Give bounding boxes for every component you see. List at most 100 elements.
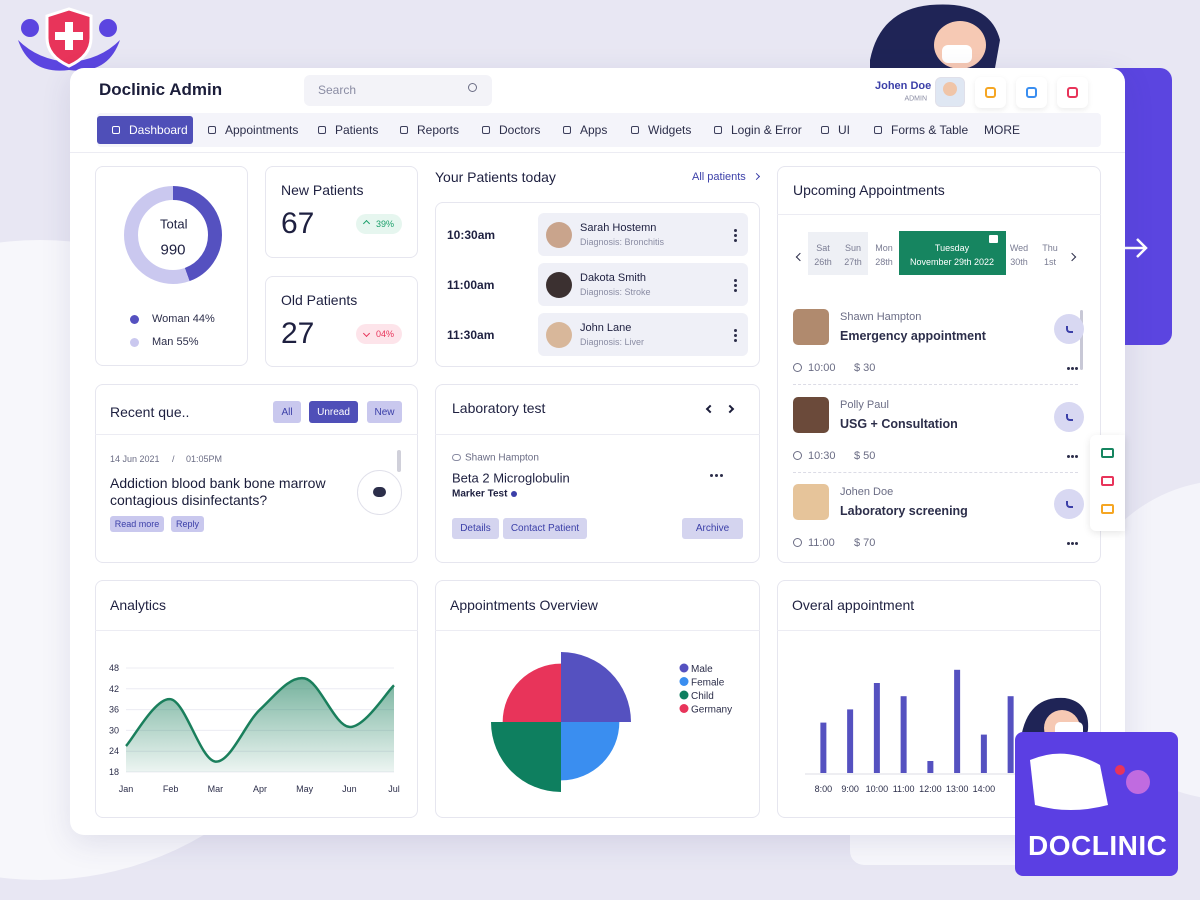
header-icon-button[interactable] bbox=[1057, 77, 1088, 108]
patient-time: 10:30am bbox=[447, 228, 496, 242]
filter-tab[interactable]: Unread bbox=[309, 401, 358, 423]
all-patients-link[interactable]: All patients bbox=[692, 171, 746, 183]
appointment-avatar bbox=[793, 396, 829, 433]
nav-item[interactable]: Dashboard bbox=[129, 123, 188, 137]
brand-badge-text: DOCLINIC bbox=[1028, 830, 1168, 861]
day-date[interactable]: 1st bbox=[1043, 257, 1057, 267]
query-action[interactable]: Read more bbox=[110, 516, 164, 532]
nav-bar bbox=[97, 113, 1101, 147]
nav-item[interactable]: Forms & Table bbox=[891, 123, 969, 137]
appointment-time: 10:30 bbox=[808, 449, 836, 462]
appointment-patient: Johen Doe bbox=[840, 486, 894, 498]
patient-card[interactable] bbox=[538, 313, 748, 356]
appointment-price: $ 50 bbox=[854, 449, 876, 462]
menu-dot bbox=[1071, 542, 1074, 545]
lab-action[interactable]: Archive bbox=[682, 518, 743, 539]
side-tool-icon[interactable] bbox=[1101, 476, 1114, 486]
stat-change: 04% bbox=[376, 329, 395, 339]
patient-time: 11:00am bbox=[447, 278, 495, 292]
filter-tab[interactable]: New bbox=[367, 401, 402, 423]
nav-item[interactable]: UI bbox=[838, 123, 850, 137]
filter-tab[interactable]: All bbox=[273, 401, 301, 423]
day-date[interactable]: 27th bbox=[844, 257, 862, 267]
header-icon bbox=[1026, 87, 1037, 98]
chart-panel bbox=[95, 580, 418, 818]
panel-divider bbox=[95, 434, 418, 435]
query-separator: / bbox=[172, 454, 175, 464]
panel-divider bbox=[435, 434, 760, 435]
side-tool-icon[interactable] bbox=[1101, 504, 1114, 514]
appointment-avatar bbox=[793, 309, 829, 345]
query-time: 01:05PM bbox=[186, 454, 223, 464]
clock-icon bbox=[793, 538, 802, 547]
chart-panel bbox=[435, 580, 760, 818]
panel-divider bbox=[777, 630, 1101, 631]
nav-icon bbox=[482, 126, 490, 134]
day-date[interactable]: 30th bbox=[1010, 257, 1028, 267]
nav-item[interactable]: Patients bbox=[335, 123, 379, 137]
menu-dot bbox=[1067, 542, 1070, 545]
nav-item[interactable]: Widgets bbox=[648, 123, 692, 137]
kebab-dot bbox=[734, 229, 737, 232]
donut-total: 990 bbox=[160, 241, 186, 259]
panel-divider bbox=[95, 630, 418, 631]
day-date[interactable]: 26th bbox=[814, 257, 832, 267]
header-icon bbox=[1067, 87, 1078, 98]
header-divider bbox=[70, 152, 1125, 153]
stat-change-badge bbox=[356, 324, 402, 344]
call-icon bbox=[1066, 501, 1073, 508]
kebab-dot bbox=[734, 334, 737, 337]
section-title: Laboratory test bbox=[452, 400, 546, 416]
appointment-time: 10:00 bbox=[808, 362, 836, 374]
nav-item[interactable]: Appointments bbox=[225, 123, 299, 137]
lab-action[interactable]: Contact Patient bbox=[503, 518, 587, 539]
search-placeholder[interactable]: Search bbox=[318, 83, 357, 97]
nav-item-active[interactable] bbox=[97, 116, 193, 144]
row-divider bbox=[793, 384, 1078, 385]
query-action[interactable]: Reply bbox=[171, 516, 204, 532]
kebab-dot bbox=[734, 284, 737, 287]
header-icon-button[interactable] bbox=[975, 77, 1006, 108]
lab-action[interactable]: Details bbox=[452, 518, 499, 539]
nav-item[interactable]: Apps bbox=[580, 123, 608, 137]
calendar-icon bbox=[989, 235, 998, 243]
chart-title: Overal appointment bbox=[792, 597, 915, 613]
menu-dot bbox=[715, 474, 718, 477]
menu-dot bbox=[1067, 367, 1070, 370]
nav-item[interactable]: MORE bbox=[984, 123, 1020, 137]
day-name[interactable]: Mon bbox=[875, 243, 893, 253]
link-icon bbox=[452, 454, 461, 461]
row-divider bbox=[793, 471, 1078, 473]
patient-card[interactable] bbox=[538, 213, 748, 256]
legend-label: Man 55% bbox=[152, 336, 199, 348]
stat-change-badge bbox=[356, 214, 402, 234]
nav-item[interactable]: Login & Error bbox=[731, 123, 802, 137]
section-title: Upcoming Appointments bbox=[793, 182, 945, 198]
kebab-dot bbox=[734, 234, 737, 237]
menu-dot bbox=[720, 474, 723, 477]
donut-center-label: Total bbox=[160, 216, 188, 232]
nav-item[interactable]: Reports bbox=[417, 123, 460, 137]
day-name[interactable]: Thu bbox=[1042, 243, 1058, 253]
side-tool-icon[interactable] bbox=[1101, 448, 1114, 458]
user-name: Johen Doe bbox=[875, 80, 932, 92]
legend-label: Woman 44% bbox=[152, 313, 215, 325]
day-name[interactable]: Sat bbox=[816, 243, 830, 253]
kebab-dot bbox=[734, 279, 737, 282]
appointment-type: USG + Consultation bbox=[840, 416, 958, 431]
nav-item[interactable]: Doctors bbox=[499, 123, 541, 137]
appointment-price: $ 30 bbox=[854, 362, 876, 374]
header-icon-button[interactable] bbox=[1016, 77, 1047, 108]
day-date[interactable]: 28th bbox=[875, 257, 893, 267]
search-box[interactable] bbox=[304, 75, 492, 106]
nav-icon bbox=[874, 126, 882, 134]
selected-day[interactable] bbox=[899, 231, 1006, 275]
day-name[interactable]: Wed bbox=[1009, 243, 1029, 253]
nav-icon bbox=[400, 126, 408, 134]
patient-card[interactable] bbox=[538, 263, 748, 306]
search-icon bbox=[468, 83, 477, 92]
clock-icon bbox=[793, 450, 802, 460]
nav-icon bbox=[563, 126, 571, 134]
day-name[interactable]: Sun bbox=[844, 243, 862, 253]
day-name: Tuesday bbox=[934, 243, 970, 253]
